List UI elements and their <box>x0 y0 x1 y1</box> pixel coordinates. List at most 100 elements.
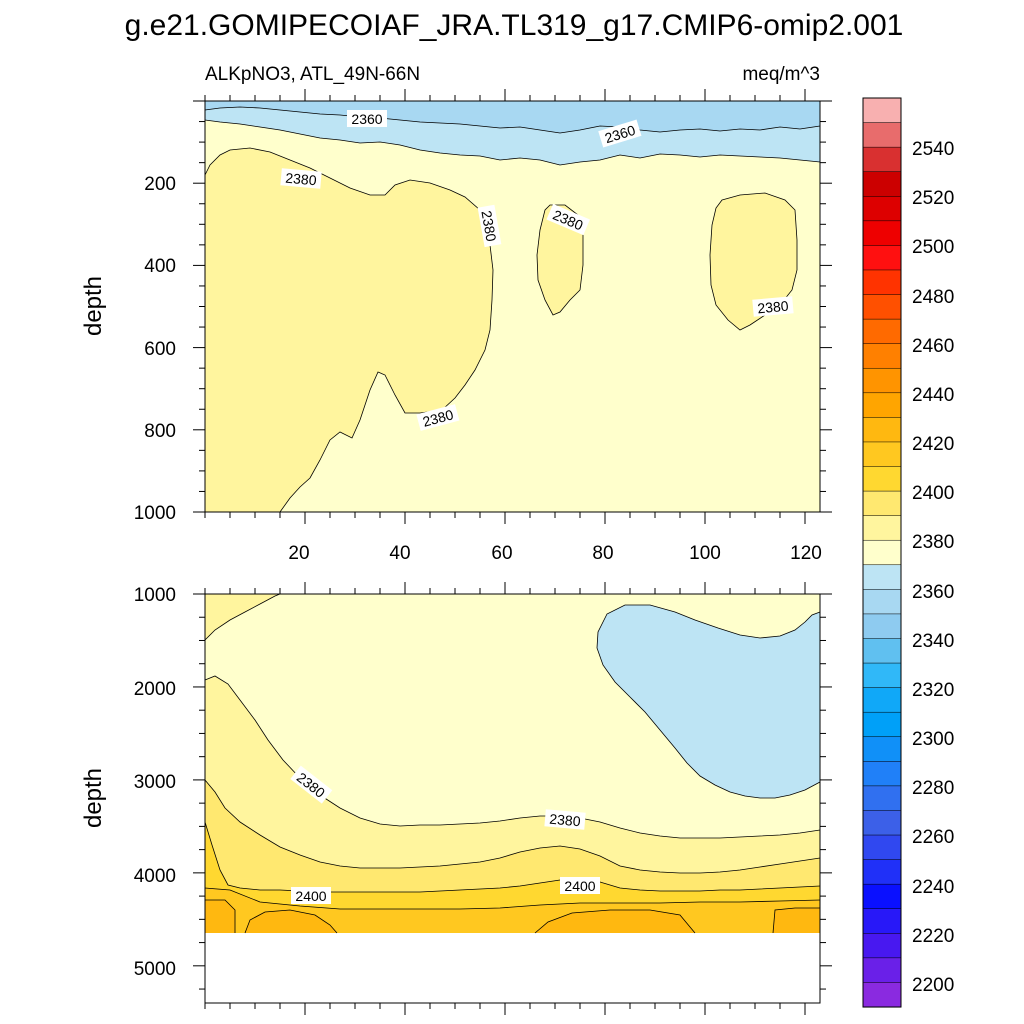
colorbar-box <box>862 318 902 345</box>
colorbar-label: 2240 <box>912 877 954 898</box>
lower-line-2405-east <box>772 907 820 934</box>
colorbar: 2540 2520 2500 2480 2460 2440 2420 2400 … <box>862 97 954 1008</box>
colorbar-label: 2400 <box>912 483 954 504</box>
label-box <box>347 110 387 127</box>
label-box <box>752 296 794 317</box>
upper-x-tick-label: 40 <box>389 543 410 564</box>
colorbar-label: 2420 <box>912 434 954 455</box>
upper-line-2360 <box>204 106 821 134</box>
upper-x-tick-label: 80 <box>592 543 613 564</box>
lower-y-tick-label: 4000 <box>134 866 176 887</box>
colorbar-box <box>862 564 902 590</box>
colorbar-label: 2540 <box>912 139 954 160</box>
label-box <box>546 203 590 236</box>
label-box <box>416 404 460 431</box>
colorbar-boxes <box>862 97 902 1008</box>
lower-fill-2405-b <box>535 910 695 933</box>
colorbar-box <box>862 171 902 197</box>
upper-subtitle-left: ALKpNO3, ATL_49N-66N <box>205 64 420 85</box>
colorbar-box <box>862 441 902 468</box>
upper-label-2380-b: 2380 <box>478 209 499 243</box>
lower-fill-2385-topleft <box>205 594 280 640</box>
colorbar-box <box>862 97 902 124</box>
colorbar-label: 2380 <box>912 532 954 553</box>
lower-line-2370 <box>596 604 821 799</box>
colorbar-box <box>862 933 902 959</box>
colorbar-labels: 2540 2520 2500 2480 2460 2440 2420 2400 … <box>912 139 954 996</box>
colorbar-label: 2460 <box>912 336 954 357</box>
upper-y-tick-label: 600 <box>144 339 176 360</box>
upper-y-axis-label: depth <box>80 276 107 336</box>
colorbar-box <box>862 220 902 246</box>
colorbar-label: 2520 <box>912 188 954 209</box>
colorbar-box <box>862 466 902 492</box>
colorbar-box <box>862 785 902 812</box>
lower-fill-2360-cell <box>597 605 820 798</box>
lower-fill-2405-west <box>205 900 235 933</box>
upper-label-2360-a: 2360 <box>351 111 382 127</box>
lower-y-tick-label: 1000 <box>134 585 176 606</box>
colorbar-label: 2440 <box>912 385 954 406</box>
colorbar-label: 2300 <box>912 729 954 750</box>
colorbar-box <box>862 589 902 615</box>
lower-contour-lines <box>204 593 821 934</box>
colorbar-box <box>862 269 902 296</box>
colorbar-box <box>862 146 902 173</box>
colorbar-box <box>862 859 902 885</box>
colorbar-box <box>862 294 902 320</box>
upper-fill-2385-west <box>205 148 493 512</box>
upper-panel: ALKpNO3, ATL_49N-66N meq/m^3 2360 23 <box>80 64 832 564</box>
upper-label-2380-e: 2380 <box>421 406 455 430</box>
upper-x-tick-label: 120 <box>790 543 822 564</box>
lower-line-2380-topleft <box>204 593 281 641</box>
colorbar-box <box>862 810 902 836</box>
lower-ticks <box>193 582 832 1015</box>
colorbar-box <box>862 343 902 369</box>
colorbar-box <box>862 883 902 910</box>
colorbar-label: 2260 <box>912 827 954 848</box>
colorbar-label: 2280 <box>912 778 954 799</box>
colorbar-box <box>862 490 902 517</box>
label-box <box>598 119 642 148</box>
lower-y-tick-label: 5000 <box>134 959 176 980</box>
lower-line-2380 <box>204 675 821 839</box>
upper-y-tick-label: 200 <box>144 174 176 195</box>
lower-plot-frame <box>204 593 821 1004</box>
lower-label-2400-b: 2400 <box>564 878 595 894</box>
lower-line-2405-a <box>244 909 338 934</box>
colorbar-label: 2360 <box>912 582 954 603</box>
lower-y-tick-label: 3000 <box>134 772 176 793</box>
label-box <box>560 877 600 894</box>
lower-line-2390 <box>204 779 821 874</box>
figure-title: g.e21.GOMIPECOIAF_JRA.TL319_g17.CMIP6-om… <box>125 9 904 42</box>
colorbar-box <box>862 687 902 713</box>
lower-y-tick-label: 2000 <box>134 679 176 700</box>
colorbar-box <box>862 515 902 541</box>
upper-x-tick-label: 60 <box>491 543 512 564</box>
upper-y-tick-label: 1000 <box>134 503 176 524</box>
colorbar-box <box>862 957 902 983</box>
label-box <box>477 204 502 248</box>
upper-x-tick-label: 100 <box>689 543 721 564</box>
upper-x-tick-labels: 20 40 60 80 100 120 <box>288 543 821 564</box>
colorbar-box <box>862 613 902 640</box>
colorbar-frame <box>862 97 902 1008</box>
upper-fill-2350-band <box>205 101 820 133</box>
colorbar-label: 2200 <box>912 975 954 996</box>
colorbar-label: 2500 <box>912 237 954 258</box>
upper-label-2380-d: 2380 <box>757 298 790 317</box>
upper-fill-2385-east <box>710 193 797 330</box>
upper-label-2380-a: 2380 <box>285 170 318 189</box>
lower-contour-labels: 2380 2380 2400 2400 <box>290 765 600 904</box>
lower-line-2405-west <box>205 899 236 933</box>
lower-y-axis-label: depth <box>80 768 107 828</box>
colorbar-box <box>862 245 902 271</box>
upper-x-tick-label: 20 <box>288 543 309 564</box>
upper-fill-2385-center <box>537 205 583 315</box>
colorbar-box <box>862 736 902 762</box>
colorbar-box <box>862 638 902 664</box>
lower-contour-fills <box>205 594 820 1003</box>
colorbar-box <box>862 908 902 934</box>
lower-missing-region <box>205 933 820 1003</box>
colorbar-box <box>862 761 902 787</box>
